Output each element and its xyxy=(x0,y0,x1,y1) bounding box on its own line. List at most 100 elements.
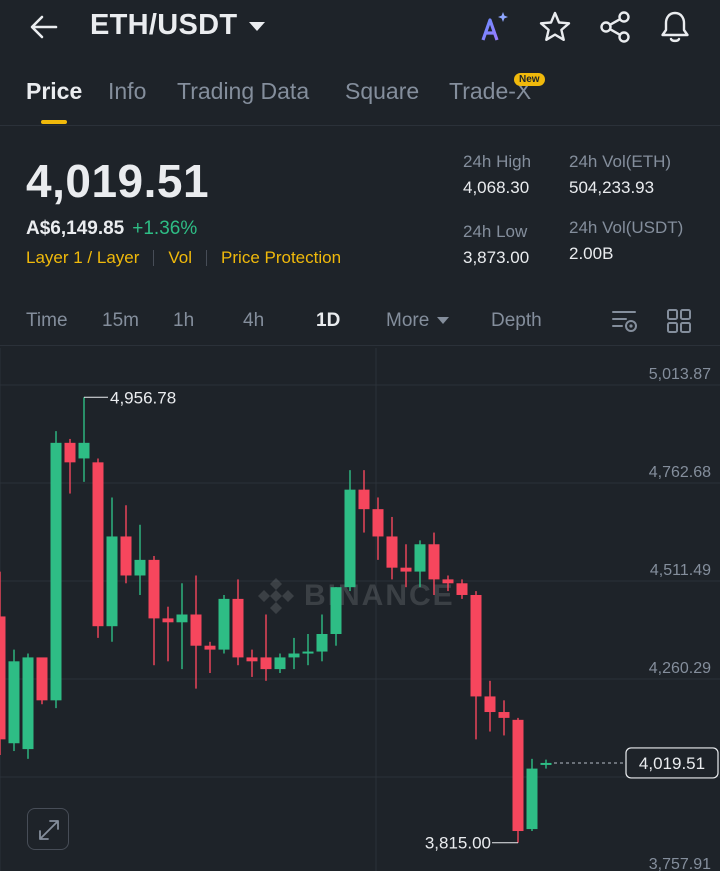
stat-24h-high: 24h High 4,068.30 xyxy=(463,152,531,198)
current-price-tag: 4,019.51 xyxy=(625,747,719,779)
active-tab-indicator xyxy=(41,120,67,124)
candle xyxy=(456,579,468,599)
back-arrow-icon[interactable] xyxy=(28,12,60,42)
candle xyxy=(316,614,328,662)
chevron-down-icon xyxy=(437,317,450,325)
candle xyxy=(162,606,174,662)
stat-value: 504,233.93 xyxy=(569,178,655,197)
top-bar: ETH/USDT xyxy=(0,0,720,56)
candle xyxy=(134,524,146,595)
main-tabs: Price Info Trading Data Square Trade-X N… xyxy=(0,70,720,126)
tag-price-protection[interactable]: Price Protection xyxy=(221,248,342,267)
candle xyxy=(526,758,538,832)
candle xyxy=(512,717,524,843)
chevron-down-icon xyxy=(249,22,266,31)
candle xyxy=(386,516,398,580)
fullscreen-button[interactable] xyxy=(27,808,69,850)
expand-icon xyxy=(39,820,59,840)
candlestick-chart[interactable]: BINANCE 5,013.87 4,762.68 4,511.49 4,260.29… xyxy=(0,348,720,871)
interval-depth[interactable]: Depth xyxy=(491,310,542,331)
candle xyxy=(302,634,314,666)
candle xyxy=(148,555,160,666)
interval-1d[interactable]: 1D xyxy=(316,310,341,331)
interval-more[interactable]: More xyxy=(386,310,450,332)
share-icon[interactable] xyxy=(598,10,632,44)
candle xyxy=(498,700,510,736)
candle xyxy=(232,579,244,666)
candle xyxy=(442,575,454,592)
interval-bar: Time 15m 1h 4h 1D More Depth xyxy=(0,300,720,346)
candle xyxy=(344,470,356,592)
price-change: +1.36% xyxy=(132,218,198,239)
indicator-settings-icon[interactable] xyxy=(611,307,639,335)
stat-label: 24h High xyxy=(463,152,532,171)
last-price: 4,019.51 xyxy=(26,155,210,207)
tab-info[interactable]: Info xyxy=(108,78,147,104)
star-icon[interactable] xyxy=(538,10,572,44)
stat-24h-vol-usdt: 24h Vol(USDT) 2.00B xyxy=(569,218,683,264)
candle xyxy=(36,657,48,705)
bell-icon[interactable] xyxy=(658,10,692,44)
candle xyxy=(330,587,342,646)
candle xyxy=(64,438,76,494)
candle xyxy=(246,649,258,677)
pair-title: ETH/USDT xyxy=(90,9,238,41)
tab-price[interactable]: Price xyxy=(26,78,83,104)
tag-layer[interactable]: Layer 1 / Layer xyxy=(26,248,140,267)
pair-selector[interactable]: ETH/USDT xyxy=(90,9,266,42)
candle xyxy=(540,759,552,769)
y-tick-label: 4,762.68 xyxy=(649,464,711,481)
watermark-text: BINANCE xyxy=(304,579,455,612)
candle xyxy=(106,497,118,642)
layout-grid-icon[interactable] xyxy=(666,308,692,334)
y-tick-label: 4,260.29 xyxy=(649,660,711,677)
stat-label: 24h Vol(USDT) xyxy=(569,218,684,237)
candle xyxy=(484,680,496,732)
tab-square[interactable]: Square xyxy=(345,78,420,104)
y-tick-label: 5,013.87 xyxy=(649,366,711,383)
tag-divider xyxy=(206,250,208,266)
candle xyxy=(204,641,216,674)
candle xyxy=(120,505,132,584)
candle xyxy=(400,544,412,588)
interval-more-label: More xyxy=(386,310,430,331)
tag-divider xyxy=(153,250,155,266)
stat-value: 2.00B xyxy=(569,244,614,263)
candle xyxy=(22,653,34,759)
stat-24h-low: 24h Low 3,873.00 xyxy=(463,222,529,268)
tab-trading-data[interactable]: Trading Data xyxy=(177,78,310,104)
candle xyxy=(176,583,188,670)
candle xyxy=(260,614,272,681)
candle xyxy=(50,431,62,709)
interval-1h[interactable]: 1h xyxy=(173,310,195,331)
candle xyxy=(78,397,90,482)
stat-value: 4,068.30 xyxy=(463,178,530,197)
candle xyxy=(274,653,286,674)
y-tick-label: 4,511.49 xyxy=(650,562,711,579)
candle xyxy=(218,594,230,654)
candle xyxy=(190,575,202,689)
interval-time[interactable]: Time xyxy=(26,310,68,331)
candle xyxy=(428,532,440,595)
new-badge: New xyxy=(514,73,545,86)
tags-row: Layer 1 / Layer Vol Price Protection xyxy=(26,248,341,268)
candle xyxy=(8,649,20,752)
candle xyxy=(470,591,482,740)
tag-vol[interactable]: Vol xyxy=(168,248,193,267)
stat-24h-vol-eth: 24h Vol(ETH) 504,233.93 xyxy=(569,152,671,198)
current-price-text: 4,019.51 xyxy=(639,754,705,773)
candle xyxy=(92,458,104,638)
candle xyxy=(358,470,370,533)
fiat-price: A$6,149.85 xyxy=(26,218,125,239)
candle xyxy=(372,497,384,560)
stat-value: 3,873.00 xyxy=(463,248,530,267)
y-tick-label: 3,757.91 xyxy=(649,856,711,871)
candle xyxy=(288,637,300,670)
fiat-row: A$6,149.85 +1.36% xyxy=(26,218,197,240)
interval-15m[interactable]: 15m xyxy=(102,310,139,331)
low-price-label: 3,815.00 xyxy=(425,834,491,853)
high-price-label: 4,956.78 xyxy=(110,388,176,407)
ai-icon[interactable] xyxy=(480,10,514,44)
binance-watermark: BINANCE xyxy=(258,578,455,614)
interval-4h[interactable]: 4h xyxy=(243,310,265,331)
